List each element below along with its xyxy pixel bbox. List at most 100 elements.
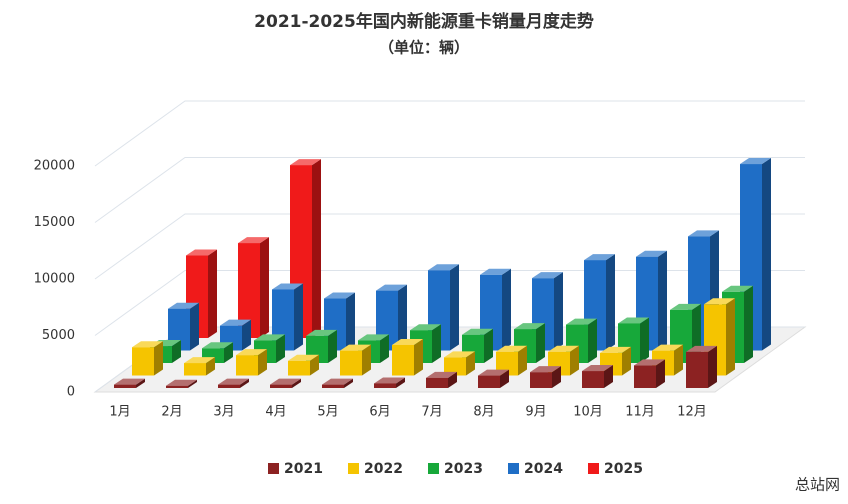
bar-group	[166, 379, 197, 388]
bar-side	[536, 323, 545, 363]
bar-side	[240, 378, 249, 388]
bar-top	[270, 378, 301, 385]
bar-side	[344, 378, 353, 388]
bar-top	[322, 378, 353, 385]
bar-group	[236, 349, 267, 376]
bar	[184, 363, 206, 376]
bar-group	[288, 354, 319, 376]
bar-side	[588, 318, 597, 363]
x-tick-label: 6月	[369, 405, 390, 420]
bar-group	[168, 302, 199, 351]
bar-side	[188, 379, 197, 388]
bar-top	[358, 334, 389, 341]
bar-side	[656, 359, 665, 388]
bar-group	[444, 351, 475, 376]
legend-label: 2024	[524, 461, 563, 477]
bar-side	[328, 329, 337, 363]
bar-top	[114, 378, 145, 385]
bar-side	[484, 328, 493, 363]
bar-top	[722, 285, 753, 292]
bar	[288, 360, 310, 376]
bar-top	[168, 302, 199, 309]
bar-top	[202, 342, 233, 349]
legend-label: 2022	[364, 461, 403, 477]
bar-side	[190, 302, 199, 351]
bar-top	[600, 346, 631, 353]
bar-top	[480, 268, 511, 275]
bar-group	[426, 371, 457, 388]
bar-top	[340, 344, 371, 351]
bar-group	[322, 378, 353, 388]
bar-top	[634, 359, 665, 366]
bar-top	[236, 349, 267, 356]
bar-top	[410, 324, 441, 331]
y-tick-label: 20000	[34, 159, 75, 174]
bar-top	[582, 365, 613, 372]
bar-group	[392, 338, 423, 376]
bar-group	[582, 365, 613, 388]
bar-side	[622, 346, 631, 376]
bar-top	[584, 254, 615, 261]
bar	[218, 384, 240, 388]
bar	[168, 308, 190, 351]
bar-top	[376, 284, 407, 291]
bar-top	[238, 237, 269, 244]
bar-side	[346, 292, 355, 351]
bar-top	[652, 344, 683, 351]
bar-side	[744, 285, 753, 363]
bar-side	[242, 319, 251, 351]
bar-side	[448, 371, 457, 388]
bar-group	[374, 377, 405, 388]
bar-group	[478, 369, 509, 388]
bar-top	[426, 371, 457, 378]
legend-swatch	[268, 463, 279, 474]
bar-side	[570, 345, 579, 376]
bar-side	[224, 342, 233, 363]
bar-top	[462, 328, 493, 335]
bar-group	[532, 272, 563, 351]
bar	[426, 377, 448, 388]
y-tick-label: 10000	[34, 272, 75, 287]
bar-side	[136, 378, 145, 388]
bar-top	[636, 250, 667, 257]
x-tick-label: 2月	[161, 405, 182, 420]
bar-side	[206, 357, 215, 376]
y-tick-label: 15000	[34, 215, 75, 230]
bar	[238, 243, 260, 338]
bar	[114, 384, 136, 388]
bar	[132, 347, 154, 376]
bar	[166, 385, 188, 388]
bar-group	[218, 378, 249, 388]
y-tick-label: 5000	[42, 328, 75, 343]
bar-top	[618, 317, 649, 324]
bar-group	[184, 357, 215, 376]
bar-side	[674, 344, 683, 376]
bar-group	[686, 345, 717, 388]
bar-top	[184, 357, 215, 364]
bar-group	[270, 378, 301, 388]
bar-top	[132, 341, 163, 348]
bar-group	[132, 341, 163, 376]
bar	[340, 350, 362, 376]
bar-top	[704, 298, 735, 305]
bar-top	[166, 379, 197, 386]
bar-side	[292, 378, 301, 388]
legend-label: 2023	[444, 461, 483, 477]
legend-swatch	[508, 463, 519, 474]
x-tick-label: 7月	[421, 405, 442, 420]
bar-side	[208, 249, 217, 338]
bar-group	[238, 237, 269, 338]
bar-side	[310, 354, 319, 376]
x-tick-label: 4月	[265, 405, 286, 420]
bar-side	[762, 158, 771, 351]
bar-side	[500, 369, 509, 388]
x-tick-label: 10月	[573, 405, 603, 420]
x-tick-label: 8月	[473, 405, 494, 420]
bar-top	[514, 323, 545, 330]
bar-side	[518, 345, 527, 376]
bar-side	[604, 365, 613, 388]
bar-side	[708, 345, 717, 388]
bar	[686, 351, 708, 388]
